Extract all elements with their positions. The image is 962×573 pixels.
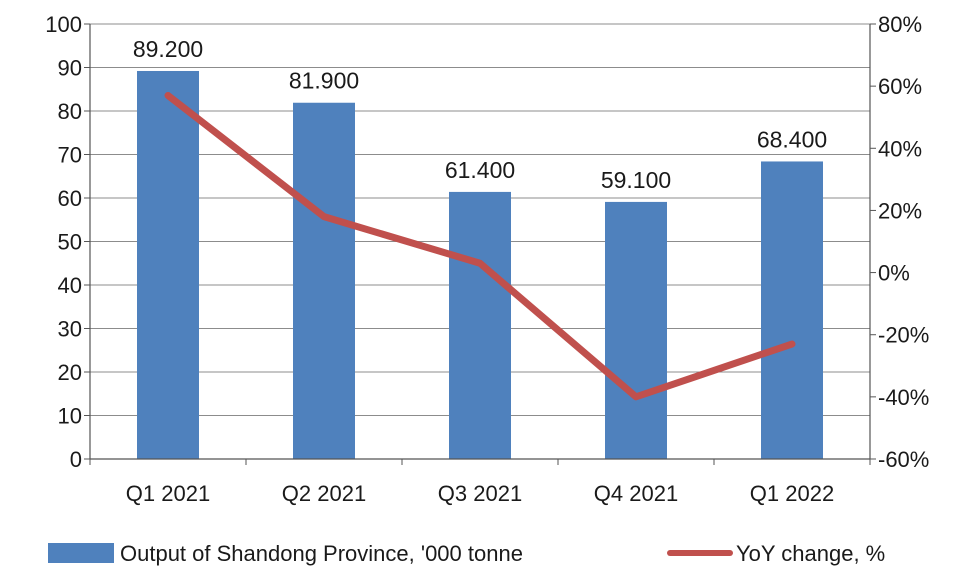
bar [761, 161, 823, 459]
legend: Output of Shandong Province, '000 tonne … [48, 541, 885, 566]
y-left-tick-label: 50 [58, 230, 82, 255]
y-left-tick-label: 20 [58, 360, 82, 385]
y-left-tick-label: 0 [70, 447, 82, 472]
axes: 0 10 20 30 40 50 60 70 80 90 100 -60% -40% -20% 0% 20% 4… [45, 12, 929, 506]
y-left-tick-label: 30 [58, 317, 82, 342]
x-tick-label: Q4 2021 [594, 481, 678, 506]
data-labels: 89.200 81.900 61.400 59.100 68.400 [133, 36, 827, 193]
y-right-tick-label: -40% [878, 385, 929, 410]
legend-label-bar: Output of Shandong Province, '000 tonne [120, 541, 523, 566]
x-tick-label: Q1 2021 [126, 481, 210, 506]
line-point [635, 396, 637, 398]
bar [449, 191, 511, 459]
legend-swatch-bar [48, 543, 114, 563]
line-point [479, 262, 481, 264]
bar [605, 201, 667, 460]
y-right-tick-label: 40% [878, 136, 922, 161]
y-right-tick-label: -60% [878, 447, 929, 472]
line-point [323, 216, 325, 218]
bar-data-label: 68.400 [757, 126, 827, 152]
y-left-tick-label: 100 [45, 12, 82, 37]
y-right-tick-label: 20% [878, 198, 922, 223]
y-left-tick-label: 60 [58, 186, 82, 211]
y-left-tick-label: 10 [58, 404, 82, 429]
bar [137, 70, 199, 459]
line-point [791, 343, 793, 345]
y-left-tick-label: 90 [58, 56, 82, 81]
y-left-tick-label: 80 [58, 99, 82, 124]
legend-label-line: YoY change, % [736, 541, 885, 566]
x-tick-label: Q3 2021 [438, 481, 522, 506]
bar-data-label: 61.400 [445, 157, 515, 183]
y-right-tick-label: 60% [878, 74, 922, 99]
bar-data-label: 81.900 [289, 68, 359, 94]
y-left-tick-label: 70 [58, 143, 82, 168]
bar [293, 102, 355, 460]
y-right-tick-label: -20% [878, 323, 929, 348]
y-right-tick-label: 0% [878, 261, 910, 286]
bar-data-label: 59.100 [601, 167, 671, 193]
line-point [167, 94, 169, 96]
y-left-tick-label: 40 [58, 273, 82, 298]
line-series [164, 91, 796, 401]
x-tick-label: Q2 2021 [282, 481, 366, 506]
x-tick-label: Q1 2022 [750, 481, 834, 506]
bar-series [137, 70, 823, 460]
y-right-tick-label: 80% [878, 12, 922, 37]
bar-data-label: 89.200 [133, 36, 203, 62]
